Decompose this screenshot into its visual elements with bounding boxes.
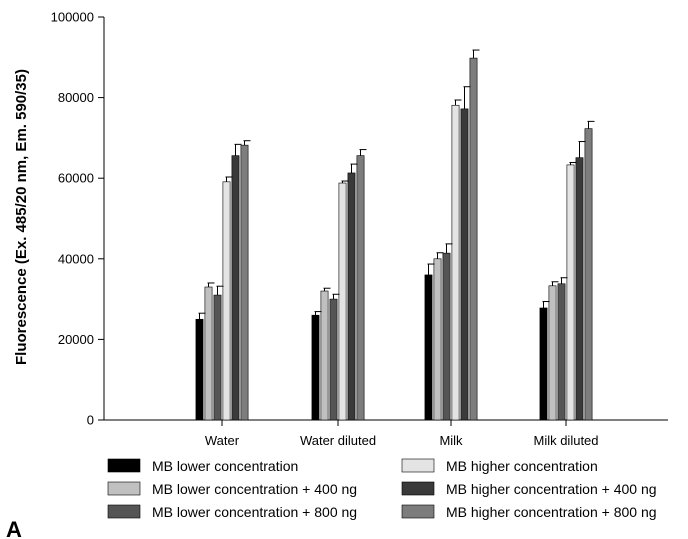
y-tick-label: 60000 xyxy=(58,171,94,186)
bar xyxy=(575,157,584,421)
bar xyxy=(231,155,240,421)
bar xyxy=(557,283,566,421)
x-axis: Water Water diluted Milk Milk diluted xyxy=(104,419,668,448)
bar xyxy=(195,318,204,421)
x-tick-label: Milk diluted xyxy=(533,433,598,448)
bar xyxy=(451,104,460,421)
bar xyxy=(584,128,593,421)
bar xyxy=(311,314,320,421)
legend-label: MB higher concentration + 400 ng xyxy=(446,481,657,497)
legend-label: MB lower concentration + 800 ng xyxy=(152,504,357,520)
y-tick-label: 100000 xyxy=(51,10,94,25)
y-tick-label: 80000 xyxy=(58,90,94,105)
legend-label: MB lower concentration + 400 ng xyxy=(152,481,357,497)
legend-swatch xyxy=(107,481,141,496)
y-axis: 0 20000 40000 60000 80000 100000 xyxy=(51,10,105,428)
bar xyxy=(548,285,557,421)
bar xyxy=(222,181,231,421)
bar xyxy=(433,258,442,421)
y-axis-label: Fluorescence (Ex. 485/20 nm, Em. 590/35) xyxy=(13,69,30,365)
bar xyxy=(539,307,548,421)
legend-swatch xyxy=(107,458,141,473)
bar xyxy=(329,298,338,421)
legend-label: MB higher concentration xyxy=(446,458,598,474)
legend-label: MB lower concentration xyxy=(152,458,298,474)
legend-swatch xyxy=(107,504,141,519)
bar xyxy=(442,252,451,421)
legend: MB lower concentration MB lower concentra… xyxy=(107,458,657,520)
x-tick-label: Water diluted xyxy=(300,433,376,448)
bar xyxy=(338,182,347,421)
bar xyxy=(320,290,329,421)
legend-swatch xyxy=(401,481,435,496)
bar xyxy=(469,57,478,421)
y-tick-label: 40000 xyxy=(58,251,94,266)
y-tick-label: 20000 xyxy=(58,332,94,347)
legend-swatch xyxy=(401,458,435,473)
bar xyxy=(356,155,365,421)
y-tick-label: 0 xyxy=(87,413,94,428)
x-tick-label: Milk xyxy=(439,433,463,448)
bar xyxy=(213,294,222,421)
bar xyxy=(566,164,575,421)
bars xyxy=(195,57,593,421)
x-tick-label: Water xyxy=(205,433,240,448)
bar xyxy=(204,286,213,421)
bar xyxy=(460,108,469,421)
panel-label: A xyxy=(6,517,22,539)
legend-swatch xyxy=(401,504,435,519)
legend-label: MB higher concentration + 800 ng xyxy=(446,504,657,520)
bar xyxy=(240,144,249,421)
error-bars xyxy=(198,49,595,320)
bar xyxy=(424,274,433,421)
bar xyxy=(347,172,356,421)
